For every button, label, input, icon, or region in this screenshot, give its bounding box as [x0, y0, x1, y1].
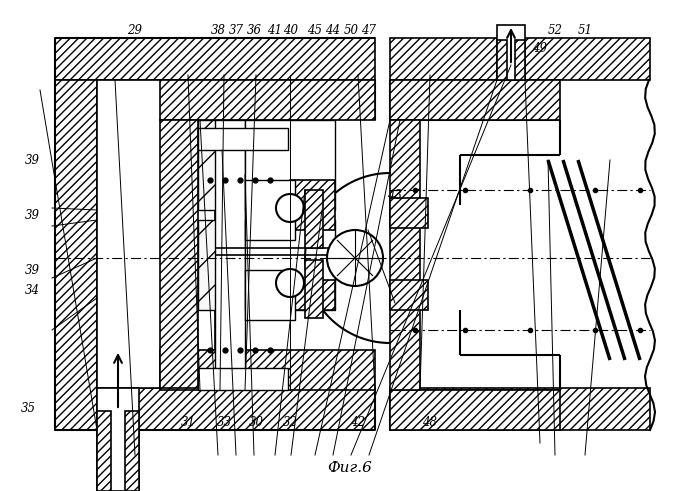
- Bar: [245, 220, 335, 310]
- Text: 44: 44: [326, 24, 340, 36]
- Bar: [245, 120, 335, 210]
- Bar: [198, 128, 288, 150]
- Bar: [55, 80, 97, 430]
- Bar: [97, 388, 139, 491]
- Text: 50: 50: [343, 24, 359, 36]
- Bar: [198, 220, 288, 310]
- Text: 45: 45: [308, 24, 322, 36]
- Text: 30: 30: [249, 415, 264, 429]
- Text: 34: 34: [24, 283, 40, 297]
- Text: 52: 52: [547, 24, 563, 36]
- Text: 51: 51: [577, 24, 593, 36]
- Text: 33: 33: [217, 415, 231, 429]
- Bar: [390, 120, 420, 390]
- Bar: [160, 350, 375, 390]
- Bar: [305, 190, 323, 248]
- Bar: [390, 388, 650, 430]
- Text: 32: 32: [282, 415, 298, 429]
- Bar: [390, 198, 428, 228]
- Bar: [97, 80, 215, 388]
- Bar: [198, 368, 288, 390]
- Text: 43: 43: [387, 189, 403, 201]
- Text: 42: 42: [350, 415, 366, 429]
- Bar: [198, 120, 288, 210]
- Bar: [305, 260, 323, 318]
- Text: 29: 29: [127, 24, 143, 36]
- Bar: [245, 270, 295, 320]
- Text: 36: 36: [247, 24, 261, 36]
- Bar: [390, 80, 560, 120]
- Bar: [390, 38, 650, 80]
- Bar: [290, 280, 335, 310]
- Text: Фиг.6: Фиг.6: [328, 461, 373, 475]
- Circle shape: [276, 269, 304, 297]
- Text: 48: 48: [422, 415, 438, 429]
- Circle shape: [327, 230, 383, 286]
- Text: 41: 41: [268, 24, 282, 36]
- Text: 39: 39: [24, 209, 40, 221]
- Bar: [497, 40, 507, 80]
- Text: 31: 31: [180, 415, 196, 429]
- Bar: [55, 388, 375, 430]
- Bar: [390, 390, 560, 430]
- Text: 47: 47: [361, 24, 377, 36]
- Text: 35: 35: [20, 402, 36, 414]
- Bar: [160, 120, 198, 388]
- Bar: [390, 280, 428, 310]
- Bar: [160, 80, 375, 120]
- Bar: [515, 40, 525, 80]
- Bar: [245, 180, 295, 240]
- Bar: [55, 38, 375, 80]
- Text: 49: 49: [533, 42, 547, 55]
- Text: 38: 38: [210, 24, 226, 36]
- Text: 39: 39: [24, 154, 40, 166]
- Text: 40: 40: [284, 24, 298, 36]
- Text: 37: 37: [229, 24, 243, 36]
- Bar: [215, 120, 245, 388]
- Circle shape: [276, 194, 304, 222]
- Text: 39: 39: [24, 264, 40, 276]
- Bar: [290, 180, 335, 230]
- Bar: [125, 411, 139, 491]
- Bar: [97, 411, 111, 491]
- Bar: [497, 25, 525, 80]
